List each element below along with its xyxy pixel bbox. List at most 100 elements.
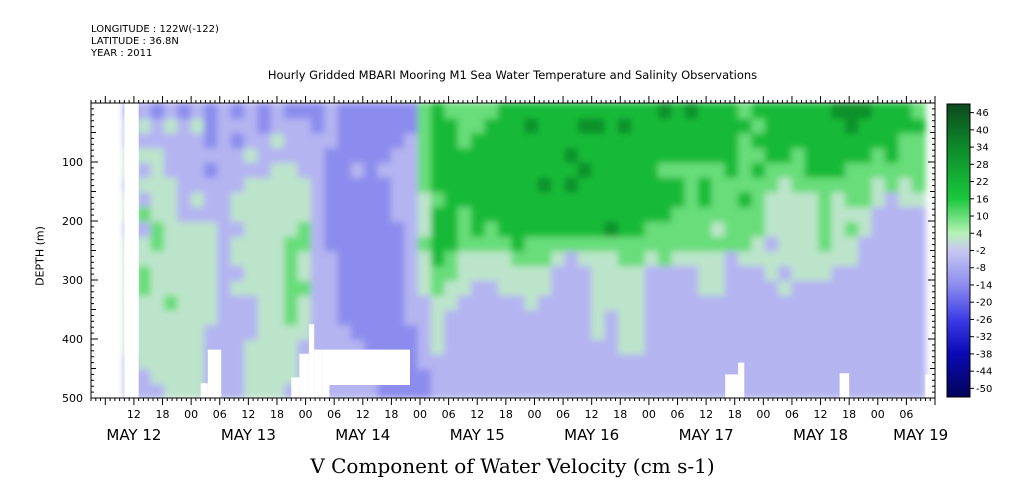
heatmap-cell (270, 384, 286, 398)
heatmap-cell (884, 310, 900, 327)
heatmap-cell (497, 236, 513, 253)
heatmap-cell (818, 384, 833, 398)
heatmap-cell (818, 310, 833, 327)
heatmap-cell (471, 162, 486, 179)
heatmap-cell (711, 148, 726, 164)
heatmap-cell (390, 118, 406, 135)
heatmap-cell (591, 177, 606, 194)
y-tick-label: 500 (62, 392, 83, 405)
heatmap-cell (898, 325, 913, 341)
heatmap-cell (604, 251, 619, 268)
heatmap-cell (390, 325, 406, 341)
heatmap-cell (577, 251, 593, 268)
heatmap-cell (377, 280, 392, 297)
heatmap-cell (511, 118, 526, 135)
heatmap-cell (511, 236, 526, 253)
heatmap-cell (591, 280, 606, 297)
heatmap-cell (430, 384, 446, 398)
heatmap-cell (858, 325, 873, 341)
heatmap-cell (364, 280, 379, 297)
heatmap-cell (738, 251, 753, 268)
heatmap-cell (818, 236, 833, 253)
heatmap-cell (604, 354, 619, 371)
heatmap-cell (444, 384, 459, 398)
heatmap-cell (564, 266, 579, 282)
heatmap-cell (203, 266, 219, 282)
heatmap-cell (177, 369, 192, 386)
heatmap-cell (430, 148, 446, 164)
heatmap-cell (898, 162, 913, 179)
heatmap-cell (791, 207, 806, 223)
heatmap-cell (831, 103, 846, 120)
heatmap-cell (684, 103, 699, 120)
heatmap-cell (177, 103, 192, 120)
heatmap-cell (511, 339, 526, 356)
heatmap-cell (684, 266, 699, 282)
heatmap-cell (284, 162, 299, 179)
heatmap-cell (364, 310, 379, 327)
colorbar-label: -14 (976, 280, 992, 291)
heatmap-cell (150, 339, 165, 356)
heatmap-cell (244, 266, 259, 282)
heatmap-cell (858, 207, 873, 223)
heatmap-cell (404, 280, 419, 297)
heatmap-cell (778, 339, 793, 356)
heatmap-cell (591, 236, 606, 253)
heatmap-cell (471, 192, 486, 209)
heatmap-cell (444, 148, 459, 164)
heatmap-cell (190, 207, 205, 223)
heatmap-cell (190, 354, 205, 371)
heatmap-cell (350, 236, 366, 253)
heatmap-cell (203, 162, 219, 179)
heatmap-cell (417, 251, 432, 268)
heatmap-cell (324, 177, 339, 194)
heatmap-cell (364, 118, 379, 135)
heatmap-cell (337, 207, 352, 223)
heatmap-cell (244, 192, 259, 209)
heatmap-cell (564, 118, 579, 135)
heatmap-cell (377, 310, 392, 327)
heatmap-cell (511, 354, 526, 371)
heatmap-cell (244, 103, 259, 120)
heatmap-cell (711, 310, 726, 327)
heatmap-cell (591, 384, 606, 398)
heatmap-cell (163, 266, 179, 282)
heatmap-cell (230, 295, 246, 312)
heatmap-cell (190, 251, 205, 268)
heatmap-cell (697, 325, 713, 341)
heatmap-cell (858, 354, 873, 371)
heatmap-cell (364, 325, 379, 341)
heatmap-cell (511, 310, 526, 327)
heatmap-cell (257, 118, 272, 135)
colorbar-label: 16 (976, 194, 989, 205)
heatmap-cell (230, 339, 246, 356)
heatmap-cell (804, 236, 820, 253)
x-day-label: MAY 16 (564, 426, 619, 444)
heatmap-cell (684, 221, 699, 238)
heatmap-cell (577, 148, 593, 164)
heatmap-cell (137, 295, 152, 312)
colorbar-label: 46 (976, 108, 989, 119)
heatmap-cell (911, 133, 926, 150)
missing-region (725, 374, 739, 398)
heatmap-cell (511, 177, 526, 194)
heatmap-cell (791, 148, 806, 164)
heatmap-cell (778, 221, 793, 238)
heatmap-cell (444, 266, 459, 282)
heatmap-cell (430, 251, 446, 268)
heatmap-cell (684, 310, 699, 327)
heatmap-cell (417, 339, 432, 356)
heatmap-cell (844, 207, 860, 223)
heatmap-cell (377, 295, 392, 312)
heatmap-cell (738, 221, 753, 238)
heatmap-cell (751, 162, 766, 179)
heatmap-cell (818, 354, 833, 371)
heatmap-cell (177, 133, 192, 150)
heatmap-cell (884, 148, 900, 164)
heatmap-cell (564, 103, 579, 120)
heatmap-cell (738, 177, 753, 194)
heatmap-cell (804, 207, 820, 223)
heatmap-cell (858, 251, 873, 268)
heatmap-cell (697, 369, 713, 386)
heatmap-cell (150, 295, 165, 312)
